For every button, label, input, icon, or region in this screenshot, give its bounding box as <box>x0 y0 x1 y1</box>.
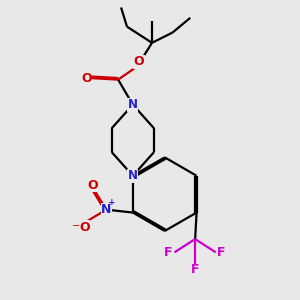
Text: F: F <box>191 263 200 277</box>
Text: −: − <box>72 221 80 231</box>
Text: O: O <box>81 72 92 85</box>
Text: F: F <box>164 246 173 259</box>
Text: N: N <box>101 203 112 216</box>
Text: N: N <box>128 98 138 111</box>
Text: O: O <box>134 56 144 68</box>
Text: O: O <box>88 179 98 192</box>
Text: +: + <box>108 198 116 207</box>
Text: N: N <box>128 169 138 182</box>
Text: O: O <box>79 221 90 234</box>
Text: F: F <box>218 246 226 259</box>
